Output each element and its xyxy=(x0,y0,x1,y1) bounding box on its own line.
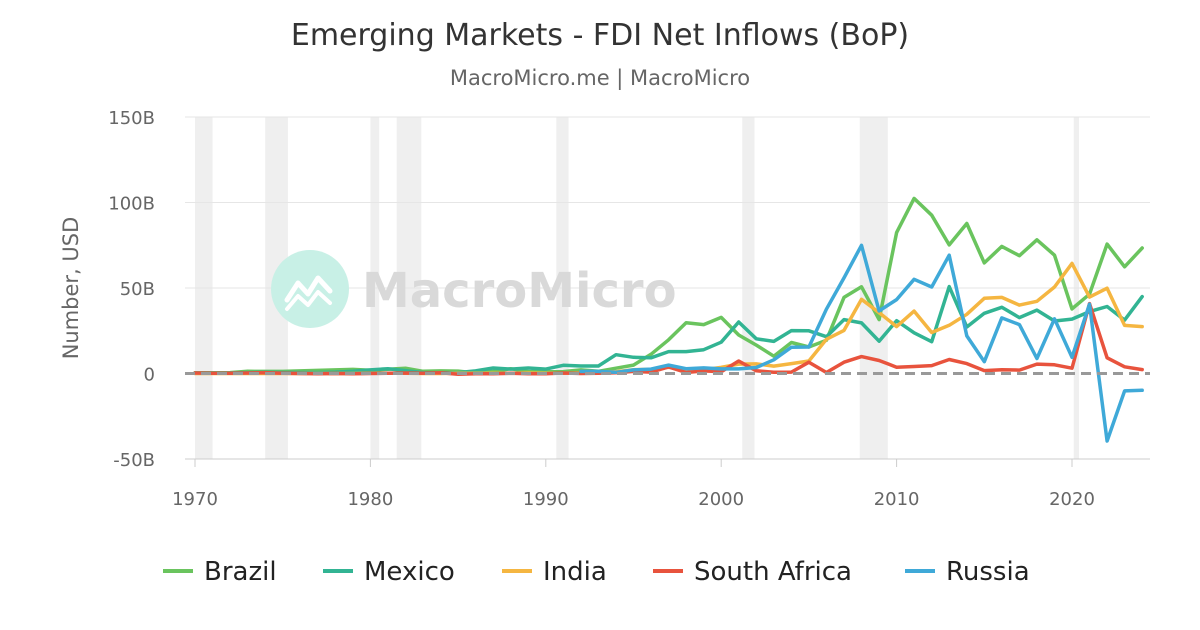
watermark-logo-chart-icon-2 xyxy=(285,290,332,311)
legend-item-russia[interactable]: Russia xyxy=(905,557,1030,587)
y-tick-label-4: 0 xyxy=(144,365,155,386)
chart-title: Emerging Markets - FDI Net Inflows (BoP) xyxy=(291,18,909,53)
legend-item-india[interactable]: India xyxy=(502,557,607,587)
series-russia xyxy=(579,243,1144,443)
legend-label-mexico: Mexico xyxy=(364,557,455,587)
legend-label-south-africa: South Africa xyxy=(694,557,852,587)
series-mexico xyxy=(193,284,1144,375)
series-line-mexico xyxy=(193,284,1144,375)
x-tick-label-2000: 2000 xyxy=(698,489,744,510)
x-tick-label-1970: 1970 xyxy=(172,489,218,510)
x-tick-label-2020: 2020 xyxy=(1049,489,1095,510)
x-tick-label-2010: 2010 xyxy=(874,489,920,510)
y-tick-label-5: -50B xyxy=(113,450,155,471)
watermark-logo-chart-icon xyxy=(284,275,333,303)
x-tick-label-1990: 1990 xyxy=(523,489,569,510)
series-line-russia xyxy=(579,243,1144,443)
series-brazil xyxy=(193,196,1144,375)
legend-item-mexico[interactable]: Mexico xyxy=(323,557,455,587)
legend-label-brazil: Brazil xyxy=(204,557,277,587)
y-tick-label-3: 50B xyxy=(120,279,155,300)
series-line-brazil xyxy=(193,196,1144,375)
y-axis-label: Number, USD xyxy=(59,217,83,360)
x-tick-label-1980: 1980 xyxy=(347,489,393,510)
y-tick-label-1: 150B xyxy=(108,108,155,129)
legend-label-india: India xyxy=(543,557,607,587)
legend[interactable]: Brazil Mexico India South Africa Russia xyxy=(163,557,1030,587)
watermark-text: MacroMicro xyxy=(362,263,677,319)
series-lines xyxy=(193,196,1144,443)
y-tick-label-2: 100B xyxy=(108,194,155,215)
legend-item-south-africa[interactable]: South Africa xyxy=(653,557,852,587)
legend-item-brazil[interactable]: Brazil xyxy=(163,557,277,587)
axes: 1970 1980 1990 2000 2010 2020 150B 100B 50B 0 -50B xyxy=(108,108,1150,510)
chart-subtitle: MacroMicro.me | MacroMicro xyxy=(450,66,750,91)
legend-label-russia: Russia xyxy=(946,557,1030,587)
watermark: MacroMicro xyxy=(271,250,677,328)
